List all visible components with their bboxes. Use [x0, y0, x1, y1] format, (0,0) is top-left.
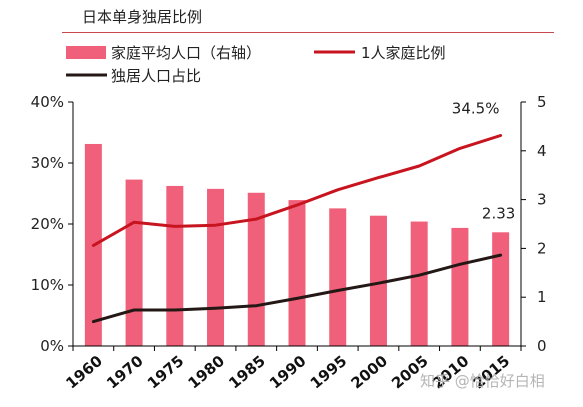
bar: [207, 188, 225, 346]
living-alone-share-line: [91, 253, 503, 324]
right-tick-label: 5: [537, 93, 547, 111]
bar: [451, 227, 469, 346]
left-tick-label: 10%: [31, 276, 64, 294]
chart-title: 日本单身独居比例: [82, 8, 203, 26]
right-tick-label: 0: [537, 337, 547, 355]
title-underline: [62, 32, 554, 33]
x-tick-label: 1970: [103, 352, 147, 393]
right-tick-label: 1: [537, 288, 547, 306]
legend-swatch-bar: [66, 46, 106, 59]
one-person-household-line: [91, 134, 503, 247]
bar: [125, 179, 143, 346]
left-tick-label: 0%: [40, 337, 64, 355]
watermark: 知乎 @恰恰好白相: [420, 372, 545, 390]
annotation-one-person-last: 34.5%: [452, 100, 500, 118]
x-tick-label: 1960: [62, 352, 106, 393]
legend-label-bar: 家庭平均人口（右轴）: [111, 44, 261, 62]
right-tick-label: 4: [537, 142, 547, 160]
bar-series: [84, 143, 510, 346]
bar: [166, 185, 184, 346]
right-tick-label: 2: [537, 239, 547, 257]
bar: [410, 221, 428, 346]
legend-label-living-alone: 独居人口占比: [111, 67, 201, 85]
annotation-bar-last: 2.33: [482, 204, 515, 222]
right-tick-label: 3: [537, 191, 547, 209]
left-tick-label: 30%: [31, 154, 64, 172]
x-tick-label: 1975: [144, 352, 188, 393]
left-tick-label: 40%: [31, 93, 64, 111]
bar: [329, 208, 347, 346]
bar: [369, 215, 387, 346]
x-tick-label: 1990: [266, 352, 310, 393]
x-tick-label: 1985: [225, 352, 269, 393]
annotations: 34.5% 2.33: [452, 100, 516, 223]
x-tick-label: 1980: [185, 352, 229, 393]
x-tick-label: 2000: [347, 352, 391, 393]
line-series: [91, 134, 503, 324]
legend-label-one-person: 1人家庭比例: [361, 44, 446, 62]
left-tick-label: 20%: [31, 215, 64, 233]
bar: [288, 200, 306, 346]
bar: [247, 192, 265, 346]
bar: [492, 232, 510, 346]
x-tick-label: 1995: [307, 352, 351, 393]
